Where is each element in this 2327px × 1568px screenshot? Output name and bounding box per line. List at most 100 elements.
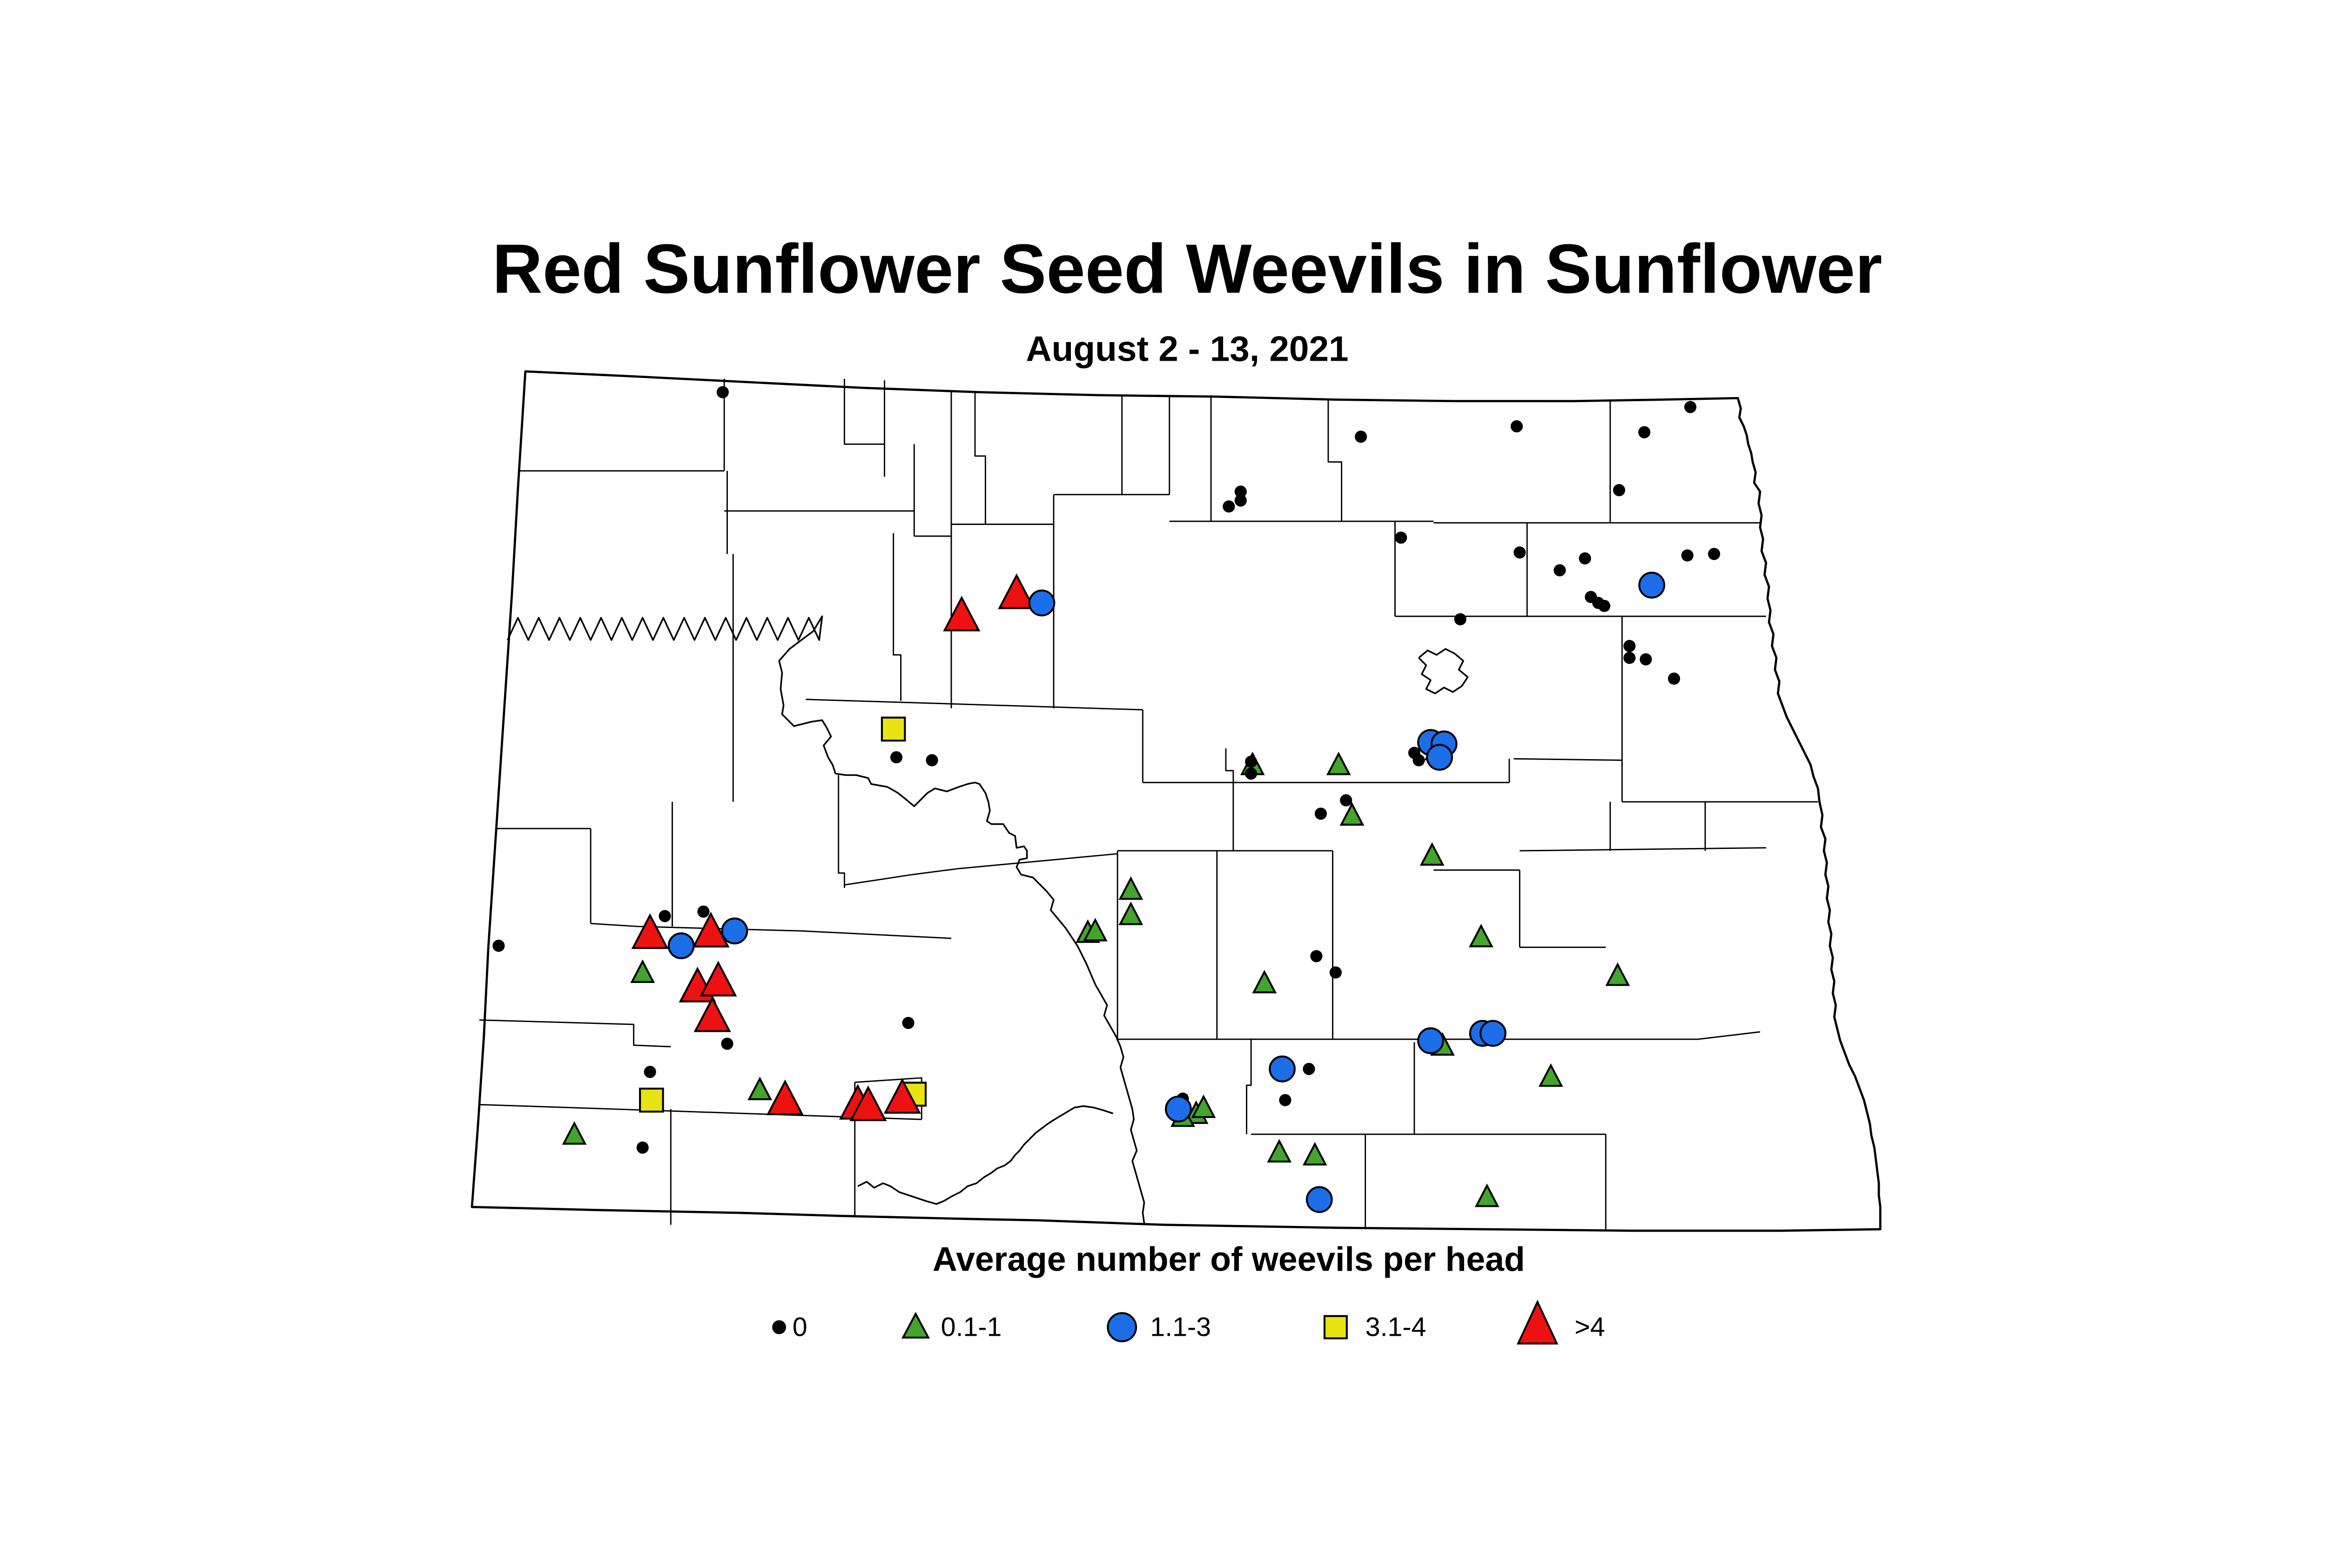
legend-item->4: >4 [1516,1299,1605,1345]
marker-circle [1417,1027,1444,1055]
legend-symbol-square [1323,1315,1348,1339]
marker-triangle-small [1605,962,1630,986]
devils-lake-outline [1418,648,1469,694]
marker-triangle-large [693,996,731,1032]
marker-triangle-large [849,1085,887,1121]
legend-item-0.1-1: 0.1-1 [901,1312,1002,1342]
marker-dot [1638,426,1651,438]
legend-label: 0 [793,1312,807,1342]
series-1.1-3 [667,572,1665,1213]
marker-triangle-large [699,961,737,996]
marker-dot [659,910,671,922]
missouri-river-line [506,615,1145,1224]
county-line [1697,1031,1761,1040]
legend-label: 0.1-1 [941,1312,1002,1342]
marker-circle [1165,1095,1192,1123]
marker-dot [1310,950,1323,962]
marker-dot [1510,420,1523,433]
legend: 0 0.1-1 1.1-3 3.1-4 >4 [772,1299,1605,1345]
county-line [844,868,959,886]
marker-triangle-small [1083,918,1108,942]
series->4 [631,573,1036,1121]
marker-dot [1640,653,1652,666]
marker-dot [1223,500,1235,513]
marker-triangle-large [692,912,730,948]
county-line [893,533,902,701]
marker-dot [890,751,903,764]
legend-symbol-triangle-small [901,1312,930,1339]
county-line [806,699,1143,711]
marker-triangle-small [1469,923,1493,948]
marker-triangle-small [1474,1183,1500,1207]
county-line [479,1019,671,1048]
marker-triangle-small [1326,751,1351,775]
county-line [838,775,845,888]
marker-triangle-small [1339,802,1365,826]
marker-circle [1028,589,1056,617]
marker-circle [1305,1186,1333,1213]
series-0 [492,386,1721,1154]
series-3.1-4 [639,716,927,1113]
legend-item-0: 0 [772,1312,807,1342]
marker-dot [1598,599,1611,612]
legend-item-1.1-3: 1.1-3 [1107,1312,1211,1342]
marker-dot [1513,546,1526,559]
county-line [958,853,1118,869]
marker-triangle-small [1538,1063,1563,1087]
legend-symbol-dot [772,1320,787,1334]
county-line [1225,748,1234,851]
marker-square [639,1087,664,1113]
marker-dot [1684,401,1697,413]
cannonball-river-line [857,1105,1114,1205]
marker-square [881,716,906,742]
marker-circle [667,932,695,959]
county-line [843,378,885,445]
marker-dot [1234,494,1247,507]
marker-dot [636,1141,649,1154]
marker-dot [1579,552,1591,565]
series-0.1-1 [562,737,1630,1207]
marker-triangle-small [1191,1094,1216,1118]
county-line [591,922,952,939]
marker-triangle-small [630,959,655,983]
chart-title: Red Sunflower Seed Weevils in Sunflower [492,229,1883,308]
county-line [1513,758,1622,761]
legend-item-3.1-4: 3.1-4 [1323,1312,1426,1342]
county-line [974,392,986,525]
marker-dot [1355,431,1367,443]
marker-triangle-small [1419,842,1445,866]
marker-dot [926,754,938,767]
marker-triangle-small [1118,876,1143,900]
marker-dot [492,940,505,952]
marker-dot [1303,1063,1315,1075]
marker-dot [1623,652,1636,664]
marker-dot [716,386,729,398]
marker-dot [1395,532,1407,544]
marker-triangle-small [562,1121,587,1145]
marker-dot [1234,485,1247,498]
marker-circle [1269,1055,1296,1083]
marker-dot [1708,548,1721,560]
marker-dot [1314,808,1327,820]
marker-dot [1340,794,1352,807]
north-dakota-map [471,370,1882,1232]
marker-dot [697,905,710,918]
marker-circle [1426,744,1453,771]
marker-triangle-small [1118,902,1143,925]
marker-dot [1412,754,1425,767]
marker-dot [1279,1094,1291,1106]
marker-circle [721,917,748,945]
marker-triangle-large [998,573,1036,609]
county-line [1246,1039,1252,1135]
county-line [1520,847,1766,852]
marker-dot [1623,639,1636,653]
marker-triangle-large [631,913,669,949]
marker-triangle-small [747,1077,773,1100]
marker-dot [1668,673,1681,685]
legend-symbol-circle [1107,1312,1137,1342]
marker-triangle-small [1302,1142,1327,1166]
marker-circle [1638,572,1665,599]
marker-dot [1245,767,1258,780]
marker-triangle-large [943,595,981,632]
